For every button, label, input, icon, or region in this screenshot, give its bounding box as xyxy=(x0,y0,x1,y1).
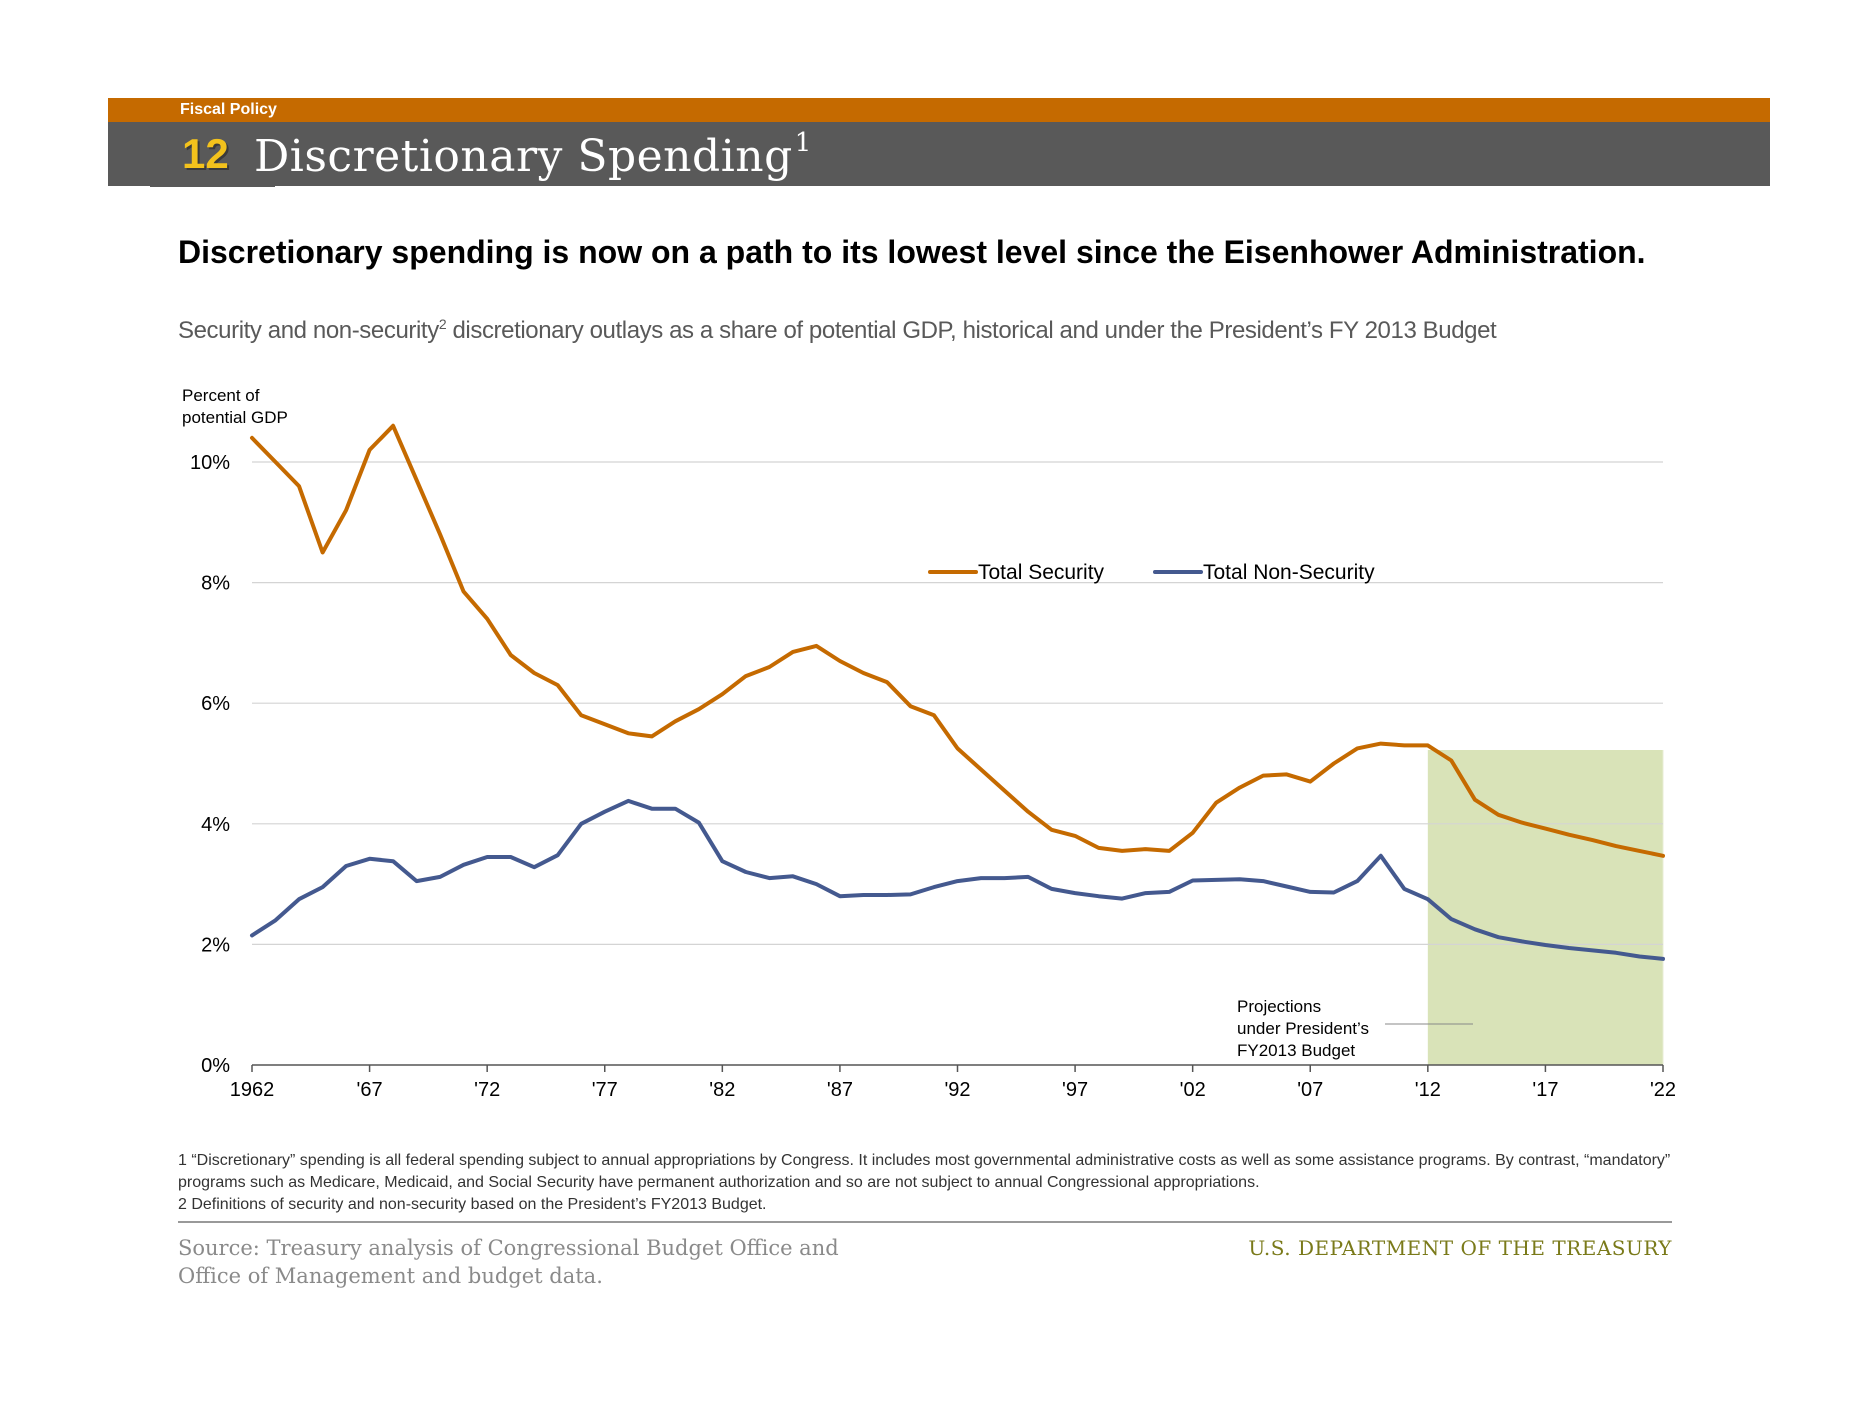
axes: 1962 '67 '72 '77 '82 '87 '92 '97 '02 '07 '12 '17 '22… xyxy=(182,386,1676,1101)
subtitle-footnote-ref: 2 xyxy=(438,316,447,332)
y-tick-label: 4% xyxy=(201,814,230,836)
subtitle-after: discretionary outlays as a share of pote… xyxy=(446,317,1497,344)
page-title-text: Discretionary Spending xyxy=(254,131,793,182)
projection-label: Projections xyxy=(1237,997,1321,1016)
projection-shading xyxy=(1427,750,1663,1065)
page-title: Discretionary Spending1 xyxy=(254,128,812,182)
section-number: 12 xyxy=(182,130,229,177)
y-tick-label: 6% xyxy=(201,693,230,715)
x-tick-label: '22 xyxy=(1650,1079,1676,1101)
department-name: U.S. DEPARTMENT OF THE TREASURY xyxy=(1248,1236,1672,1260)
series-line-total-non-security xyxy=(250,798,1665,961)
page-title-footnote-ref: 1 xyxy=(794,128,812,158)
x-tick-label: '92 xyxy=(944,1079,970,1101)
grid xyxy=(252,461,1663,946)
x-tick-label: '02 xyxy=(1180,1079,1206,1101)
x-tick-label: '12 xyxy=(1415,1079,1441,1101)
x-tick-label: '07 xyxy=(1297,1079,1323,1101)
projection-area xyxy=(1427,750,1664,1065)
x-tick-label: 1962 xyxy=(230,1079,275,1101)
source-note: Source: Treasury analysis of Congression… xyxy=(178,1236,839,1288)
y-axis-label: potential GDP xyxy=(182,408,288,427)
projection-label: FY2013 Budget xyxy=(1237,1041,1355,1060)
chart-headline: Discretionary spending is now on a path … xyxy=(178,234,1646,270)
x-tick-label: '97 xyxy=(1062,1079,1088,1101)
x-tick-label: '87 xyxy=(827,1079,853,1101)
series-line-total-security xyxy=(250,423,1665,858)
subtitle-before: Security and non-security xyxy=(178,317,439,344)
y-tick-label: 10% xyxy=(190,452,230,474)
x-tick-label: '67 xyxy=(357,1079,383,1101)
footnote-2: 2 Definitions of security and non-securi… xyxy=(178,1196,767,1213)
series xyxy=(250,423,1665,961)
x-tick-label: '17 xyxy=(1532,1079,1558,1101)
section-band xyxy=(108,98,1770,122)
x-tick-label: '72 xyxy=(474,1079,500,1101)
title-underline xyxy=(150,184,275,187)
chart-subtitle: Security and non-security2 discretionary… xyxy=(178,316,1497,345)
section-label: Fiscal Policy xyxy=(180,101,277,118)
legend: Total Security Total Non-Security xyxy=(928,561,1375,584)
projection-label: under President’s xyxy=(1237,1019,1369,1038)
footer-divider xyxy=(178,1221,1672,1223)
y-tick-label: 0% xyxy=(201,1055,230,1077)
x-tick-label: '77 xyxy=(592,1079,618,1101)
footnote-1: 1 “Discretionary” spending is all federa… xyxy=(178,1152,1671,1191)
annotations: Projections under President’s FY2013 Budge… xyxy=(1237,997,1473,1060)
x-tick-label: '82 xyxy=(709,1079,735,1101)
title-band xyxy=(108,122,1770,186)
y-tick-label: 8% xyxy=(201,573,230,595)
footnotes: 1 “Discretionary” spending is all federa… xyxy=(178,1150,1678,1216)
legend-label: Total Security xyxy=(978,561,1105,584)
legend-label: Total Non-Security xyxy=(1203,561,1375,584)
y-axis-label: Percent of xyxy=(182,386,260,405)
y-tick-label: 2% xyxy=(201,934,230,956)
